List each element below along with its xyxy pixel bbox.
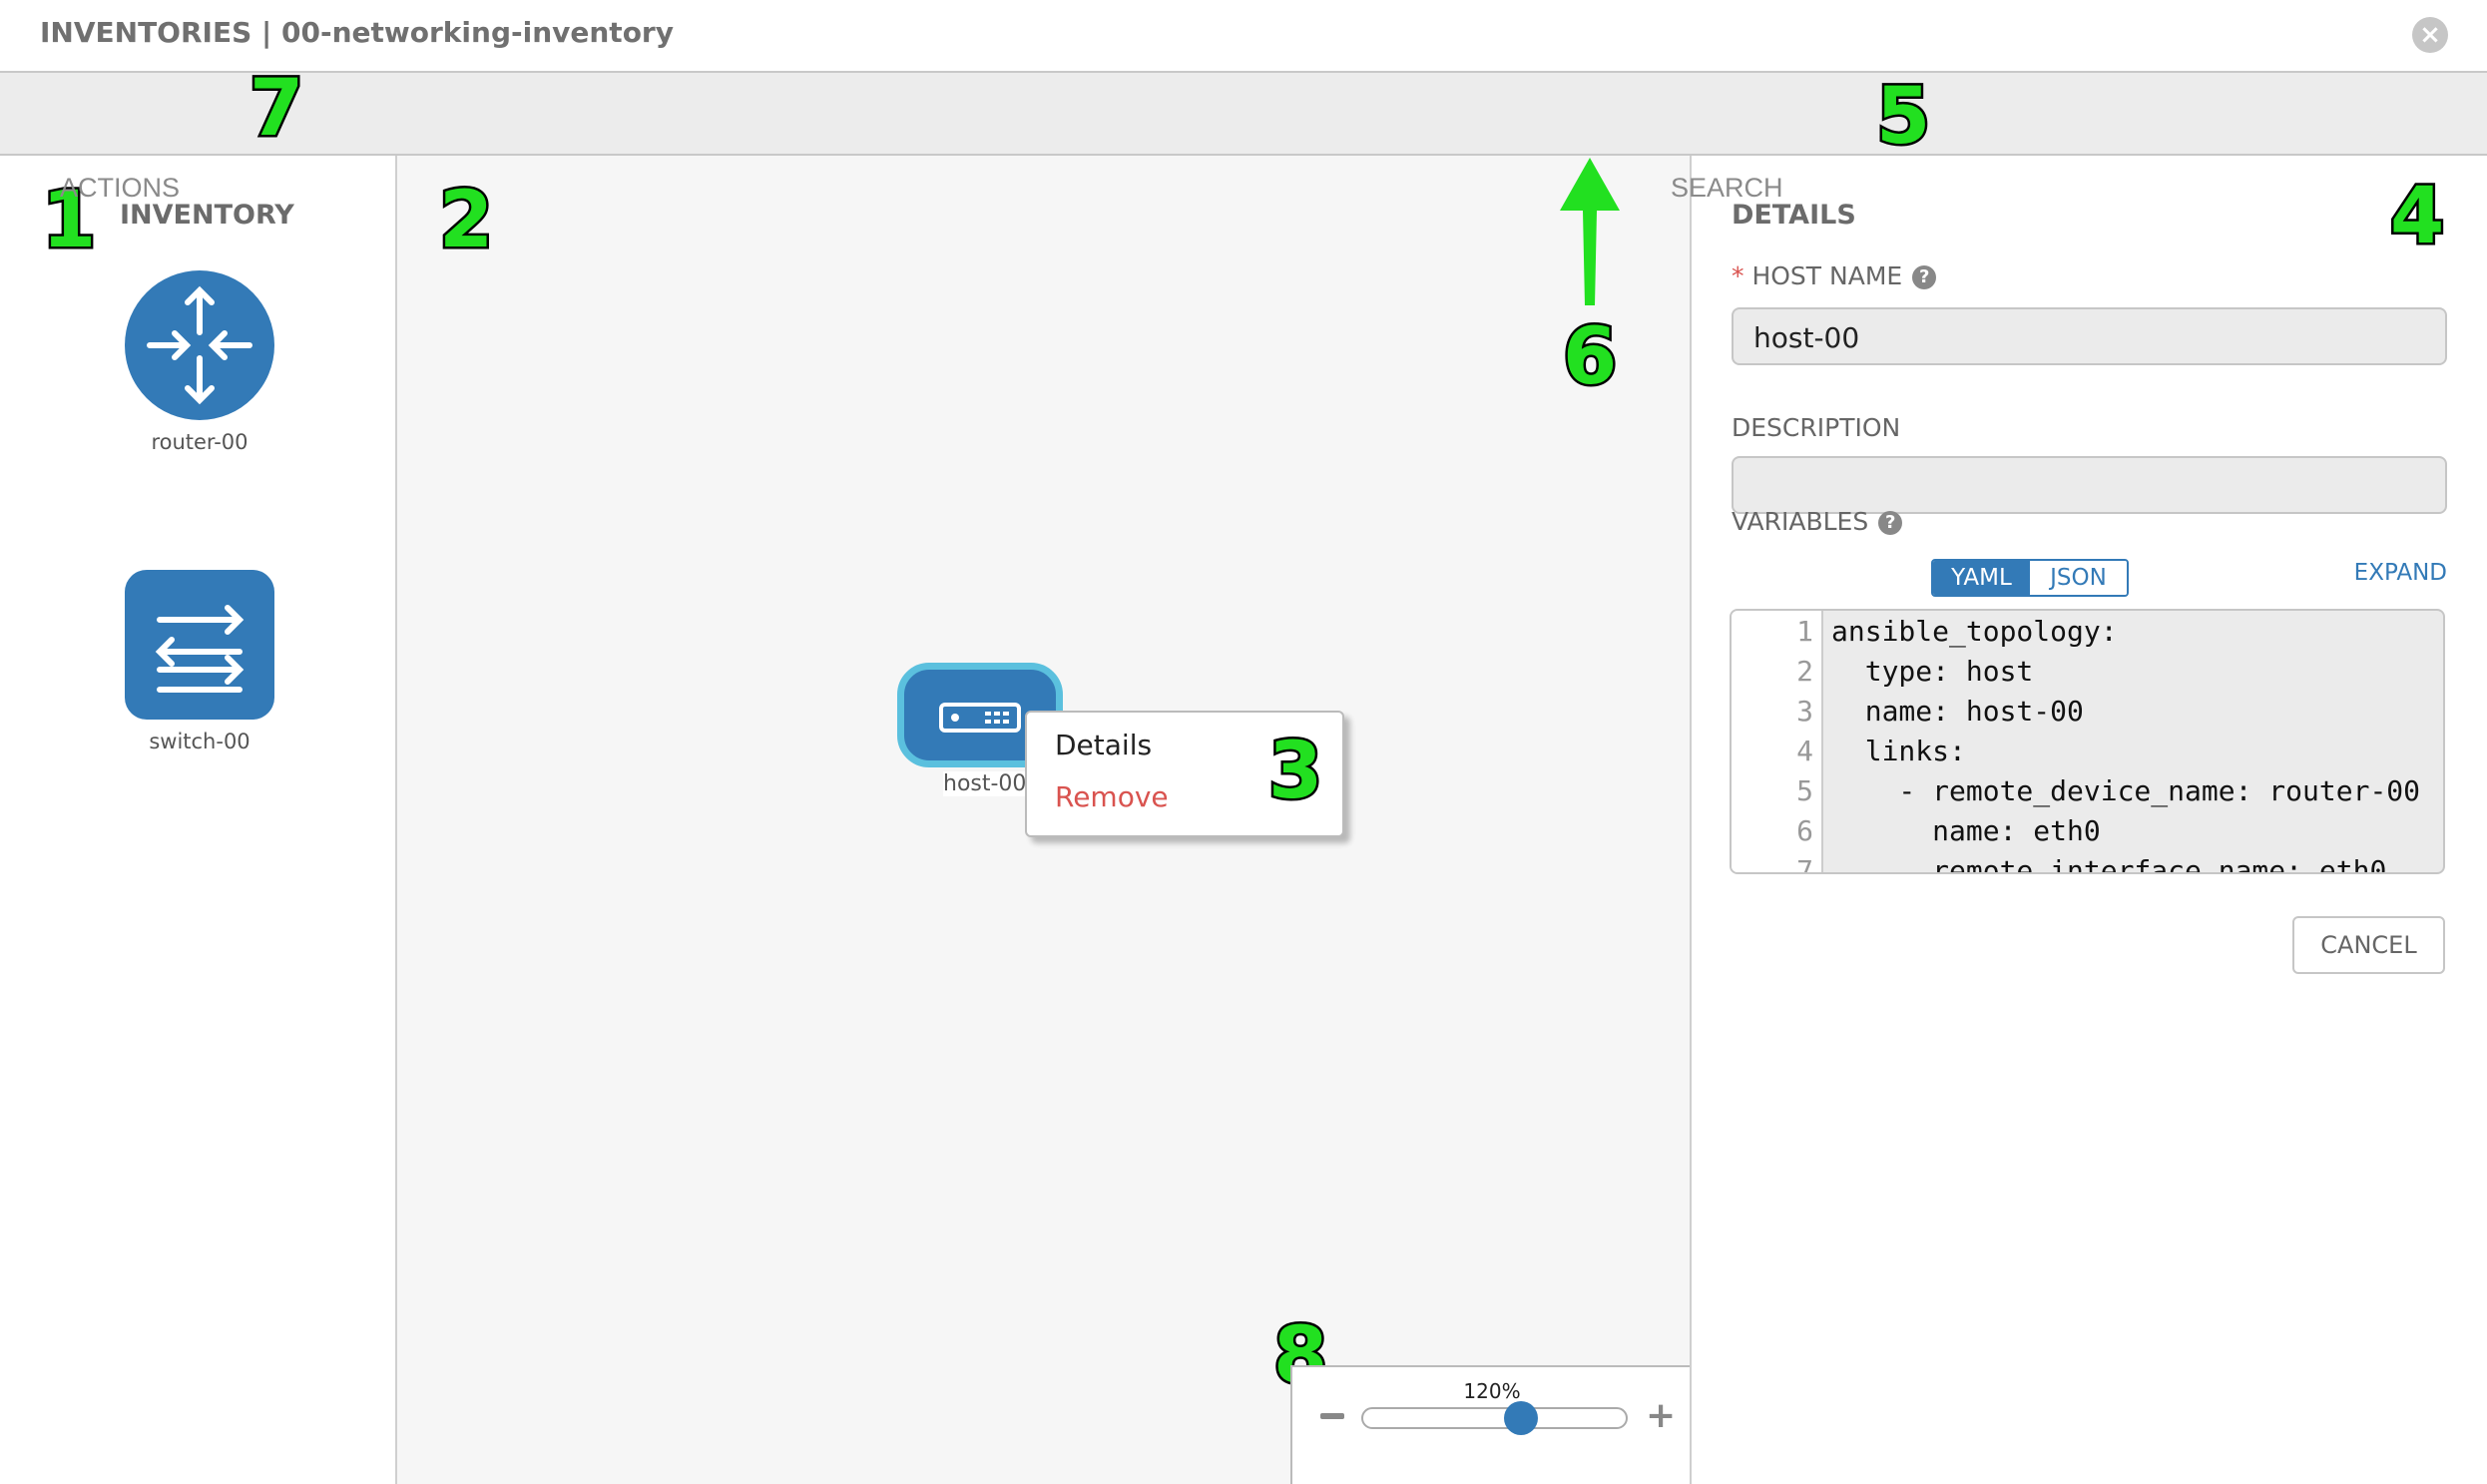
annotation-6: 6 xyxy=(1560,312,1619,402)
search-placeholder: SEARCH xyxy=(1671,173,1783,203)
annotation-arrow-icon xyxy=(1560,158,1620,305)
details-title: DETAILS xyxy=(1732,200,1856,231)
context-menu: Details Remove 3 xyxy=(1025,711,1344,837)
line-number-gutter: 1 2 3 4 5 6 7 xyxy=(1732,611,1823,872)
format-toggle: YAML JSON xyxy=(1931,559,2129,597)
zoom-slider-handle[interactable] xyxy=(1504,1401,1539,1435)
help-icon[interactable]: ? xyxy=(1878,511,1903,535)
annotation-1: 1 xyxy=(39,176,98,265)
server-icon xyxy=(939,703,1021,733)
annotation-5: 5 xyxy=(1873,72,1932,162)
line-number: 7 xyxy=(1796,854,1813,874)
expand-link[interactable]: EXPAND xyxy=(2353,560,2447,586)
json-toggle[interactable]: JSON xyxy=(2030,561,2127,595)
close-icon[interactable]: × xyxy=(2412,17,2448,53)
code-line: links: xyxy=(1831,735,1966,767)
menu-item-details[interactable]: Details xyxy=(1055,729,1153,761)
host-name-text: HOST NAME xyxy=(1751,261,1903,290)
switch-label: switch-00 xyxy=(149,730,250,753)
line-number: 1 xyxy=(1796,615,1813,648)
line-number: 3 xyxy=(1796,695,1813,728)
code-line: name: eth0 xyxy=(1831,814,2101,847)
zoom-panel: 120% + xyxy=(1290,1365,1690,1484)
toolbar: ACTIONS ▼ SEARCH ▼ xyxy=(0,73,2487,216)
yaml-toggle[interactable]: YAML xyxy=(1933,561,2030,595)
annotation-3: 3 xyxy=(1265,727,1324,816)
code-line: - remote_device_name: router-00 xyxy=(1831,774,2421,807)
host-label: host-00 xyxy=(943,771,1027,796)
page-title: INVENTORIES | 00-networking-inventory xyxy=(40,16,674,49)
host-name-input[interactable]: host-00 xyxy=(1732,307,2447,365)
variables-label: VARIABLES? xyxy=(1732,507,1903,536)
code-line: type: host xyxy=(1831,655,2034,688)
code-line: name: host-00 xyxy=(1831,695,2084,728)
zoom-level: 120% xyxy=(1463,1379,1521,1403)
switch-icon xyxy=(125,570,274,720)
line-number: 6 xyxy=(1796,814,1813,847)
zoom-in-icon[interactable]: + xyxy=(1646,1395,1677,1436)
router-label: router-00 xyxy=(151,430,249,454)
description-label: DESCRIPTION xyxy=(1732,413,1901,442)
description-input[interactable] xyxy=(1732,456,2447,514)
inventory-item-switch[interactable] xyxy=(125,570,274,720)
router-icon xyxy=(125,270,274,420)
annotation-2: 2 xyxy=(436,176,495,265)
menu-item-remove[interactable]: Remove xyxy=(1055,780,1169,813)
zoom-slider[interactable] xyxy=(1361,1407,1628,1429)
actions-placeholder: ACTIONS xyxy=(60,173,181,203)
inventory-panel: INVENTORY router-00 switch-00 1 xyxy=(0,156,397,1484)
host-name-label: * HOST NAME? xyxy=(1732,261,1937,290)
code-line: remote_interface_name: eth0 xyxy=(1831,854,2387,874)
annotation-4: 4 xyxy=(2387,172,2446,261)
code-line: ansible_topology: xyxy=(1831,615,2118,648)
line-number: 2 xyxy=(1796,655,1813,688)
variables-text: VARIABLES xyxy=(1732,507,1869,536)
inventory-item-router[interactable] xyxy=(125,270,274,420)
inventory-title: INVENTORY xyxy=(120,200,294,231)
annotation-7: 7 xyxy=(247,64,305,154)
header: INVENTORIES | 00-networking-inventory × xyxy=(0,0,2487,73)
variables-editor[interactable]: 1 2 3 4 5 6 7 ansible_topology: type: ho… xyxy=(1730,609,2445,874)
line-number: 5 xyxy=(1796,774,1813,807)
zoom-out-icon[interactable] xyxy=(1320,1413,1344,1419)
line-number: 4 xyxy=(1796,735,1813,767)
required-marker: * xyxy=(1732,261,1744,290)
cancel-button[interactable]: CANCEL xyxy=(2292,916,2445,974)
help-icon[interactable]: ? xyxy=(1912,265,1937,289)
